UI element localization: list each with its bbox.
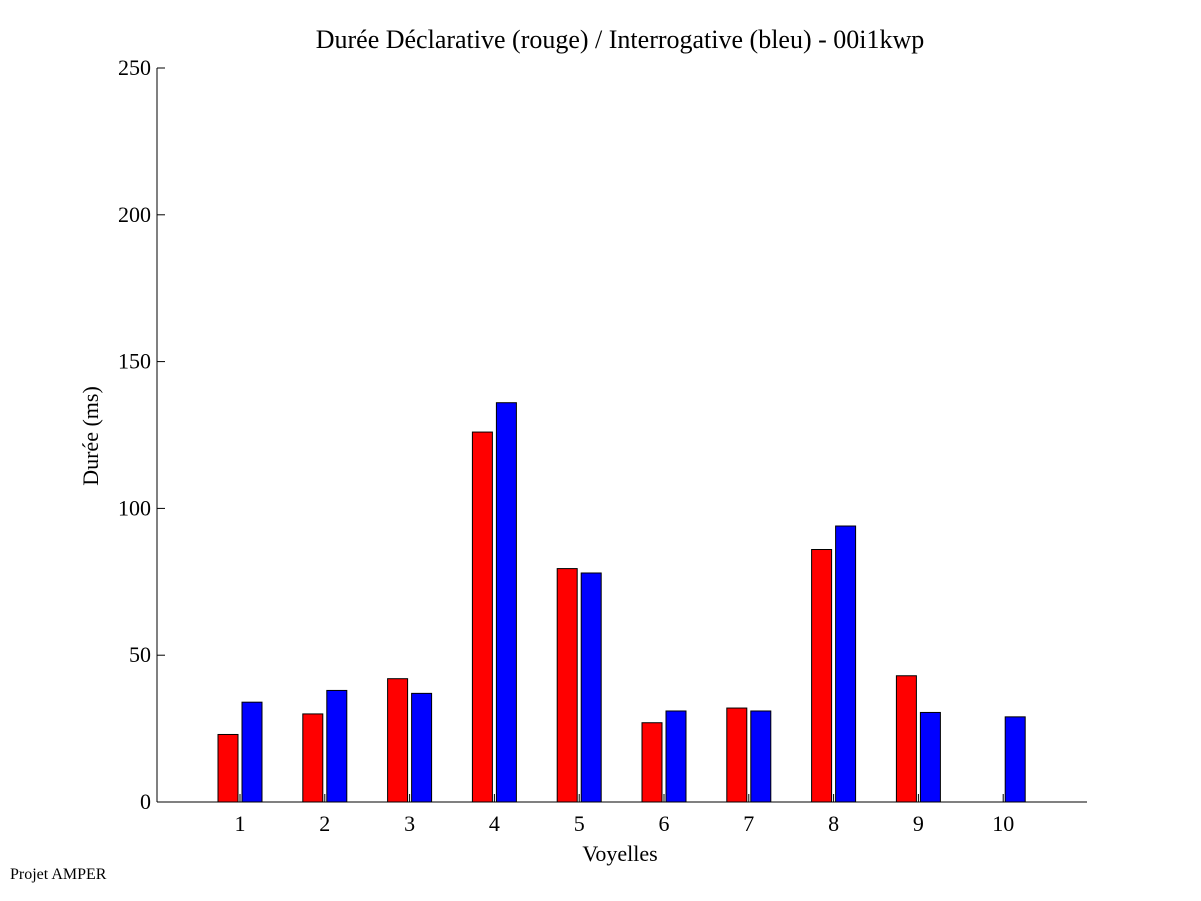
y-tick-label: 150: [118, 349, 151, 374]
x-tick-label: 10: [992, 811, 1014, 836]
bar-interrogative: [750, 710, 772, 803]
bar-declarative: [895, 675, 917, 803]
x-tick-label: 4: [489, 811, 500, 836]
x-tick-label: 9: [913, 811, 924, 836]
x-tick-label: 1: [235, 811, 246, 836]
bar-declarative: [217, 733, 239, 803]
bar-interrogative: [835, 525, 857, 803]
bar-declarative: [387, 678, 409, 803]
x-tick-label: 2: [319, 811, 330, 836]
y-tick-label: 0: [140, 789, 151, 814]
y-tick-label: 100: [118, 495, 151, 520]
y-tick-label: 250: [118, 55, 151, 80]
y-tick-label: 200: [118, 202, 151, 227]
bar-interrogative: [665, 710, 687, 803]
bar-interrogative: [919, 711, 941, 803]
y-axis-label: Durée (ms): [78, 386, 103, 486]
y-tick-label: 50: [129, 642, 151, 667]
x-tick-label: 8: [828, 811, 839, 836]
x-tick-label: 3: [404, 811, 415, 836]
x-tick-label: 6: [659, 811, 670, 836]
bar-declarative: [811, 549, 833, 803]
bar-declarative: [641, 722, 663, 803]
bar-declarative: [302, 713, 324, 803]
x-tick-label: 5: [574, 811, 585, 836]
x-axis-label: Voyelles: [582, 841, 657, 866]
bar-interrogative: [495, 402, 517, 803]
bar-interrogative: [1004, 716, 1026, 803]
bar-declarative: [556, 568, 578, 803]
bar-declarative: [471, 431, 493, 803]
bar-interrogative: [580, 572, 602, 803]
bar-interrogative: [241, 701, 263, 803]
footer-note: Projet AMPER: [10, 866, 107, 883]
bar-declarative: [726, 707, 748, 803]
chart-title: Durée Déclarative (rouge) / Interrogativ…: [316, 25, 925, 54]
x-tick-label: 7: [743, 811, 754, 836]
plot-area: 0 50 100 150 200 250 1 2 3 4 5 6 7 8 9 10: [118, 55, 1087, 836]
bar-interrogative: [411, 692, 433, 803]
bar-interrogative: [326, 689, 348, 803]
